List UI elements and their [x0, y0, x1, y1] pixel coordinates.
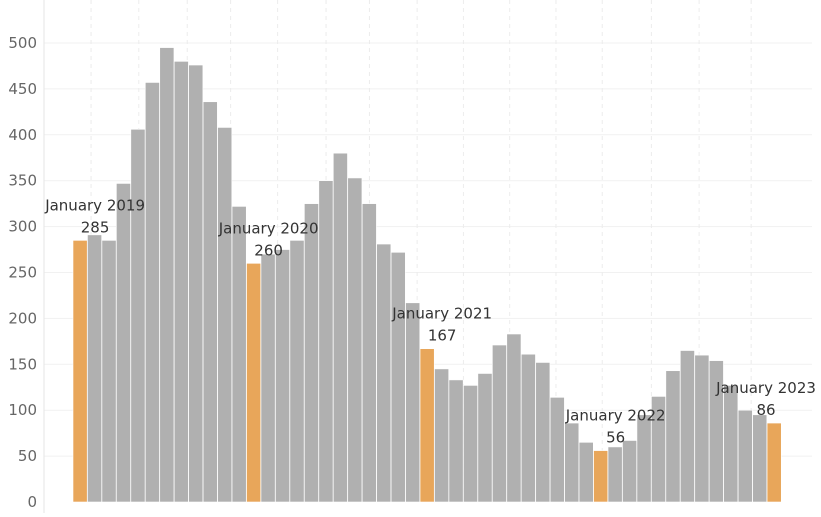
- bar: [737, 409, 753, 503]
- bar: [477, 373, 493, 503]
- bar-highlight: [593, 450, 609, 503]
- bar: [173, 61, 189, 503]
- bar: [260, 253, 276, 503]
- bar: [130, 128, 146, 503]
- bar: [101, 240, 117, 503]
- bar: [332, 152, 348, 503]
- annotation-label: January 2022: [565, 407, 666, 425]
- bar-highlight: [246, 263, 262, 503]
- bar: [361, 203, 377, 503]
- y-tick-label: 350: [8, 172, 37, 190]
- annotation-label: January 2019: [44, 196, 145, 214]
- bar: [463, 385, 478, 503]
- bar: [535, 362, 551, 503]
- bar: [275, 249, 290, 503]
- bar: [520, 353, 536, 503]
- y-tick-label: 200: [8, 309, 37, 327]
- bar: [231, 206, 247, 503]
- bar: [752, 414, 768, 503]
- y-tick-label: 100: [8, 401, 37, 419]
- y-tick-label: 50: [18, 447, 37, 465]
- bar: [116, 183, 131, 503]
- bar: [289, 240, 305, 503]
- bar: [448, 379, 464, 503]
- bar: [202, 101, 218, 503]
- y-axis: 0 50 100 150 200 250 300 350 400 450 500: [8, 34, 37, 511]
- y-tick-label: 450: [8, 80, 37, 98]
- bar: [318, 180, 334, 503]
- annotation-value: 86: [756, 401, 775, 419]
- bar: [680, 350, 695, 503]
- bar: [405, 302, 421, 503]
- annotation-label: January 2021: [391, 305, 492, 323]
- y-tick-label: 400: [8, 126, 37, 144]
- annotation-value: 56: [606, 429, 625, 447]
- y-tick-label: 300: [8, 218, 37, 236]
- bars: [72, 47, 782, 503]
- bar: [347, 177, 363, 503]
- annotation-label: January 2023: [715, 379, 816, 397]
- bar: [549, 397, 565, 503]
- bar: [390, 252, 406, 503]
- annotation-value: 260: [254, 241, 283, 259]
- y-tick-label: 500: [8, 34, 37, 52]
- bar: [636, 414, 652, 503]
- bar: [506, 333, 522, 503]
- annotation-value: 167: [428, 327, 457, 345]
- bar: [564, 422, 580, 503]
- bar: [723, 385, 739, 503]
- y-tick-label: 250: [8, 264, 37, 282]
- bar: [607, 446, 623, 503]
- bar-highlight: [72, 240, 88, 503]
- y-tick-label: 0: [27, 493, 37, 511]
- bar-highlight: [766, 422, 782, 503]
- y-tick-label: 150: [8, 355, 37, 373]
- bar: [217, 127, 233, 503]
- bar: [434, 368, 449, 503]
- bar: [665, 370, 681, 503]
- bar-highlight: [419, 348, 435, 503]
- bar: [188, 64, 204, 503]
- annotation-value: 285: [81, 218, 110, 236]
- bar: [304, 203, 319, 503]
- bar: [145, 82, 160, 503]
- bar: [492, 344, 507, 503]
- bar: [376, 243, 392, 503]
- annotation-label: January 2020: [218, 219, 319, 237]
- bar: [694, 354, 710, 503]
- bar: [622, 440, 637, 503]
- bar: [87, 234, 102, 503]
- bar: [159, 47, 175, 503]
- annotations: January 2019 285 January 2020 260 January 20…: [44, 196, 816, 446]
- bar: [578, 442, 594, 503]
